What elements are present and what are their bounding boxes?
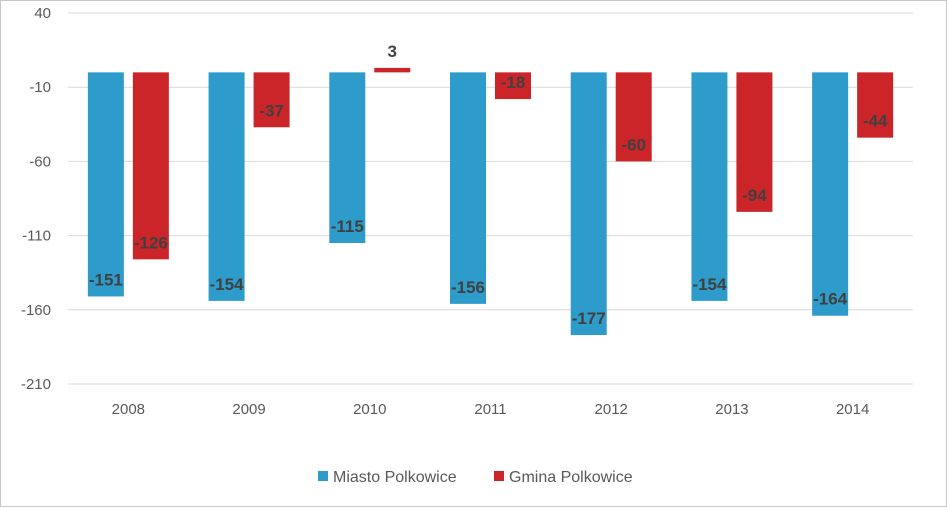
- bar-2009-series-2: [253, 72, 290, 128]
- bar-2011-series-2: [495, 72, 531, 100]
- x-tick-label: 2008: [112, 401, 145, 418]
- data-label: 3: [388, 42, 397, 61]
- x-tick-label: 2013: [715, 401, 748, 418]
- bar-2008-series-2: [132, 72, 169, 260]
- data-label: -60: [621, 135, 646, 154]
- legend: Miasto Polkowice Gmina Polkowice: [318, 469, 633, 486]
- x-tick-label: 2014: [836, 401, 869, 418]
- x-tick-label: 2010: [353, 401, 386, 418]
- bar-2009-series-1: [208, 72, 245, 301]
- y-tick-label: -210: [21, 376, 51, 393]
- data-labels: -151 -126 -154 -37 -115 3 -156 -18 -177 -60 -154 -9…: [89, 42, 888, 328]
- data-label: -18: [501, 73, 526, 92]
- data-label: -37: [259, 101, 284, 120]
- data-label: -151: [89, 270, 123, 289]
- y-tick-label: -60: [29, 153, 51, 170]
- bars: [87, 67, 894, 336]
- gridlines: [68, 12, 913, 385]
- bar-2013-series-2: [736, 72, 773, 212]
- bar-2010-series-1: [329, 72, 366, 244]
- bar-2011-series-1: [450, 72, 486, 304]
- bar-2008-series-1: [87, 72, 124, 297]
- bar-2014-series-1: [812, 72, 849, 316]
- data-label: -154: [210, 275, 245, 294]
- bar-2012-series-2: [615, 72, 652, 162]
- y-tick-label: -10: [29, 79, 51, 96]
- data-label: -154: [692, 275, 727, 294]
- data-label: -177: [572, 309, 606, 328]
- bar-2010-series-2: [374, 67, 411, 73]
- bar-2013-series-1: [691, 72, 728, 301]
- x-tick-label: 2011: [474, 401, 506, 418]
- y-tick-label: 40: [34, 5, 51, 22]
- y-axis: 40 -10 -60 -110 -160 -210: [21, 5, 51, 393]
- x-tick-label: 2009: [232, 401, 265, 418]
- bar-2014-series-2: [857, 72, 894, 138]
- data-label: -126: [134, 233, 168, 252]
- data-label: -94: [742, 186, 767, 205]
- legend-swatch: [318, 471, 328, 481]
- x-tick-label: 2012: [595, 401, 628, 418]
- legend-label: Gmina Polkowice: [509, 469, 633, 486]
- y-tick-label: -160: [21, 302, 51, 319]
- bar-2012-series-1: [570, 72, 607, 336]
- data-label: -44: [863, 112, 888, 131]
- legend-swatch: [494, 471, 504, 481]
- x-axis: 2008 2009 2010 2011 2012 2013 2014: [112, 401, 870, 418]
- data-label: -156: [451, 278, 485, 297]
- y-tick-label: -110: [22, 228, 51, 245]
- data-label: -164: [813, 290, 848, 309]
- data-label: -115: [331, 217, 364, 236]
- legend-label: Miasto Polkowice: [333, 469, 457, 486]
